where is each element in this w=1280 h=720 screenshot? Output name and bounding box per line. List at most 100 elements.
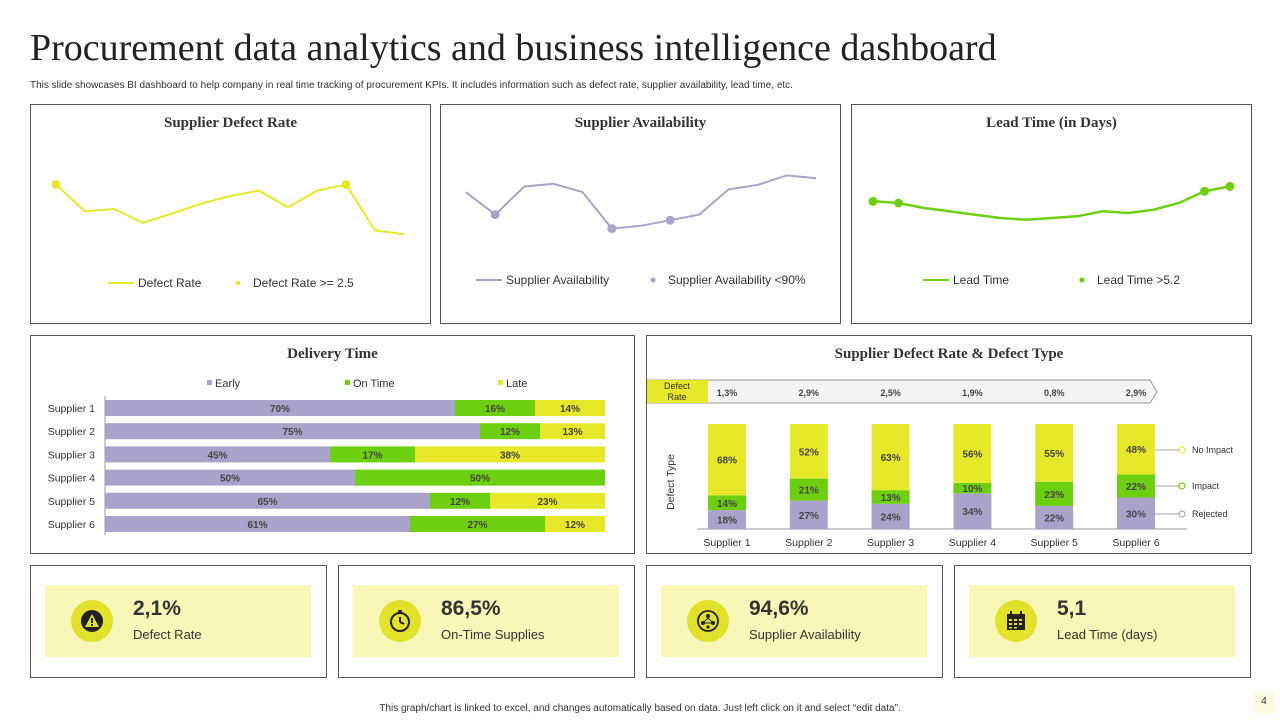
- category-label: Supplier 5: [1031, 537, 1078, 549]
- data-label: 27%: [467, 520, 487, 531]
- bar-segment: [430, 492, 490, 509]
- category-label: Supplier 5: [48, 496, 95, 508]
- kpi-box: 2,1% Defect Rate: [45, 585, 311, 657]
- data-label: 14%: [717, 499, 737, 510]
- warning-icon: [71, 600, 113, 642]
- bar-segment: [105, 446, 330, 463]
- highlight-point: [51, 180, 61, 189]
- defect-rate-value: 1,3%: [717, 388, 738, 398]
- bar-segment: [1117, 497, 1155, 529]
- bar-segment: [1035, 424, 1074, 482]
- bar-segment: [1035, 505, 1074, 529]
- y-axis-label: Defect Type: [665, 454, 677, 510]
- data-label: 17%: [362, 450, 382, 461]
- footer-note: This graph/chart is linked to excel, and…: [379, 703, 901, 714]
- kpi-label: Defect Rate: [133, 627, 202, 642]
- category-label: Supplier 1: [48, 403, 95, 415]
- data-label: 10%: [962, 484, 982, 495]
- kpi-card-defect-rate: 2,1% Defect Rate: [30, 565, 327, 678]
- data-label: 27%: [799, 511, 819, 522]
- category-label: Supplier 3: [48, 449, 95, 461]
- lead-time-chart[interactable]: Lead Time Lead Time >5.2: [852, 105, 1251, 323]
- bar-segment: [355, 469, 605, 486]
- legend-label: Early: [215, 378, 241, 390]
- page-subtitle: This slide showcases BI dashboard to hel…: [30, 80, 793, 91]
- defect-rate-chart[interactable]: Defect Rate Defect Rate >= 2.5: [31, 105, 430, 323]
- legend-label: Rejected: [1192, 509, 1228, 519]
- data-label: 65%: [257, 497, 277, 508]
- category-label: Supplier 2: [785, 537, 832, 549]
- page-number: 4: [1253, 692, 1275, 714]
- kpi-card-lead-time: 5,1 Lead Time (days): [954, 565, 1251, 678]
- category-label: Supplier 1: [703, 537, 750, 549]
- bar-segment: [105, 516, 410, 532]
- data-label: 68%: [717, 456, 737, 467]
- defect-rate-value: 2,5%: [880, 388, 901, 398]
- legend-label: Defect Rate: [138, 276, 202, 290]
- data-label: 38%: [500, 450, 520, 461]
- data-label: 13%: [562, 427, 582, 438]
- kpi-value: 86,5%: [441, 597, 501, 620]
- defect-rate-panel: Supplier Defect Rate Defect Rate Defect R…: [30, 104, 431, 324]
- legend-label: Supplier Availability: [506, 273, 609, 287]
- legend-swatch: [498, 380, 503, 385]
- highlight-point: [490, 210, 500, 220]
- category-label: Supplier 4: [48, 473, 95, 485]
- category-label: Supplier 3: [867, 537, 914, 549]
- legend-label: Late: [506, 378, 527, 390]
- highlight-point: [1200, 186, 1209, 196]
- data-label: 63%: [881, 453, 901, 464]
- defect-rate-label: Rate: [667, 392, 686, 402]
- data-label: 24%: [881, 512, 901, 523]
- bar-segment: [871, 490, 910, 504]
- category-label: Supplier 6: [48, 519, 95, 531]
- kpi-label: On-Time Supplies: [441, 627, 545, 642]
- highlight-point: [341, 180, 351, 189]
- series-line-2: [872, 185, 1231, 221]
- defect-rate-value: 0,8%: [1044, 388, 1065, 398]
- delivery-time-panel: Delivery Time Early On Time Late Supplier 1…: [30, 335, 635, 554]
- data-label: 75%: [282, 427, 302, 438]
- data-label: 22%: [1126, 482, 1146, 493]
- data-label: 30%: [1126, 509, 1146, 520]
- lead-time-panel: Lead Time (in Days) Lead Time Lead Time >…: [851, 104, 1252, 324]
- legend-marker: [1178, 482, 1186, 490]
- stopwatch-icon: [379, 600, 421, 642]
- bar-segment: [953, 493, 992, 529]
- category-label: Supplier 6: [1112, 537, 1159, 549]
- availability-panel: Supplier Availability Supplier Availabil…: [440, 104, 841, 324]
- legend-label: Lead Time >5.2: [1097, 273, 1180, 287]
- data-label: 18%: [717, 516, 737, 527]
- data-label: 23%: [1044, 490, 1064, 501]
- highlight-point: [607, 224, 617, 234]
- availability-chart[interactable]: Supplier Availability Supplier Availabili…: [441, 105, 840, 323]
- kpi-value: 2,1%: [133, 597, 181, 620]
- defect-type-panel: Supplier Defect Rate & Defect Type Defec…: [646, 335, 1252, 554]
- data-label: 14%: [560, 404, 580, 415]
- legend-marker: [1178, 510, 1186, 518]
- kpi-label: Supplier Availability: [749, 627, 861, 642]
- data-label: 16%: [485, 404, 505, 415]
- legend-marker-swatch: [650, 277, 656, 283]
- kpi-card-on-time: 86,5% On-Time Supplies: [338, 565, 635, 678]
- kpi-card-availability: 94,6% Supplier Availability: [646, 565, 943, 678]
- availability-title: Supplier Availability: [574, 115, 707, 131]
- bar-segment: [871, 424, 910, 491]
- defect-type-title: Supplier Defect Rate & Defect Type: [834, 346, 1064, 362]
- data-label: 13%: [881, 493, 901, 504]
- bar-segment: [480, 423, 540, 440]
- legend-marker-swatch: [1079, 277, 1085, 283]
- bar-segment: [415, 446, 605, 463]
- data-label: 12%: [450, 497, 470, 508]
- bar-segment: [535, 400, 605, 416]
- defect-rate-value: 1,9%: [962, 388, 983, 398]
- delivery-time-chart[interactable]: Early On Time Late Supplier 1 70% 16% 14% Suppl…: [31, 336, 634, 553]
- bar-segment: [789, 500, 828, 529]
- legend-swatch: [345, 380, 350, 385]
- data-label: 22%: [1044, 513, 1064, 524]
- defect-rate-value: 2,9%: [1126, 388, 1147, 398]
- series-line-0: [55, 183, 405, 236]
- legend-label: Supplier Availability <90%: [668, 273, 806, 287]
- bar-segment: [789, 478, 828, 501]
